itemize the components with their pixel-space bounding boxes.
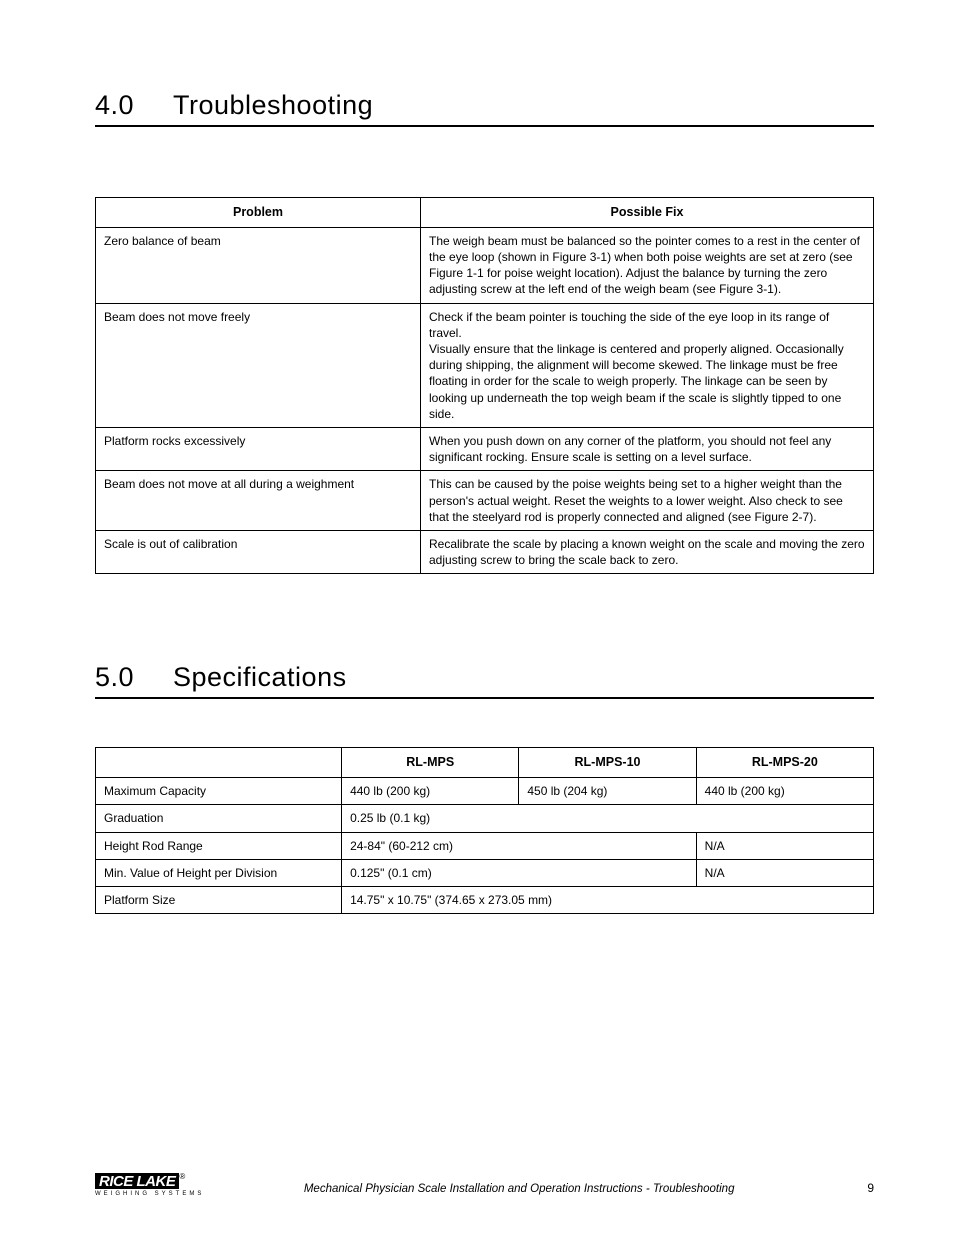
cell-problem: Zero balance of beam bbox=[96, 227, 421, 303]
table-header-row: Problem Possible Fix bbox=[96, 198, 874, 228]
registered-mark-icon: ® bbox=[179, 1172, 185, 1181]
table-header-row: RL-MPS RL-MPS-10 RL-MPS-20 bbox=[96, 748, 874, 778]
table-row: Platform rocks excessivelyWhen you push … bbox=[96, 427, 874, 470]
section-number: 5.0 bbox=[95, 662, 173, 693]
cell-spec-value: 0.125" (0.1 cm) bbox=[342, 859, 697, 886]
cell-spec-value: N/A bbox=[696, 832, 873, 859]
table-row: Beam does not move freelyCheck if the be… bbox=[96, 303, 874, 427]
cell-spec-value: N/A bbox=[696, 859, 873, 886]
cell-spec-label: Graduation bbox=[96, 805, 342, 832]
cell-problem: Scale is out of calibration bbox=[96, 530, 421, 573]
cell-fix: This can be caused by the poise weights … bbox=[421, 471, 874, 531]
cell-spec-value: 450 lb (204 kg) bbox=[519, 778, 696, 805]
col-header-model: RL-MPS-10 bbox=[519, 748, 696, 778]
col-header-problem: Problem bbox=[96, 198, 421, 228]
cell-spec-value: 0.25 lb (0.1 kg) bbox=[342, 805, 874, 832]
cell-fix: Check if the beam pointer is touching th… bbox=[421, 303, 874, 427]
cell-problem: Beam does not move at all during a weigh… bbox=[96, 471, 421, 531]
section-number: 4.0 bbox=[95, 90, 173, 121]
manual-page: 4.0Troubleshooting Problem Possible Fix … bbox=[0, 0, 954, 1235]
col-header-model: RL-MPS bbox=[342, 748, 519, 778]
cell-problem: Beam does not move freely bbox=[96, 303, 421, 427]
troubleshooting-table: Problem Possible Fix Zero balance of bea… bbox=[95, 197, 874, 574]
section-spacer bbox=[95, 574, 874, 662]
cell-spec-label: Platform Size bbox=[96, 886, 342, 913]
footer-doc-title: Mechanical Physician Scale Installation … bbox=[204, 1183, 834, 1197]
table-row: Platform Size14.75" x 10.75" (374.65 x 2… bbox=[96, 886, 874, 913]
table-row: Scale is out of calibrationRecalibrate t… bbox=[96, 530, 874, 573]
cell-fix: When you push down on any corner of the … bbox=[421, 427, 874, 470]
cell-fix: The weigh beam must be balanced so the p… bbox=[421, 227, 874, 303]
table-row: Min. Value of Height per Division0.125" … bbox=[96, 859, 874, 886]
table-row: Beam does not move at all during a weigh… bbox=[96, 471, 874, 531]
col-header-fix: Possible Fix bbox=[421, 198, 874, 228]
table-row: Height Rod Range24-84" (60-212 cm)N/A bbox=[96, 832, 874, 859]
section-rule bbox=[95, 697, 874, 699]
col-header-model: RL-MPS-20 bbox=[696, 748, 873, 778]
table-row: Maximum Capacity440 lb (200 kg)450 lb (2… bbox=[96, 778, 874, 805]
section-heading-specifications: 5.0Specifications bbox=[95, 662, 874, 693]
section-title: Troubleshooting bbox=[173, 90, 373, 120]
section-title: Specifications bbox=[173, 662, 347, 692]
table-row: Graduation0.25 lb (0.1 kg) bbox=[96, 805, 874, 832]
logo-main-text: RICE LAKE bbox=[95, 1173, 179, 1189]
section-rule bbox=[95, 125, 874, 127]
section-heading-troubleshooting: 4.0Troubleshooting bbox=[95, 90, 874, 121]
specifications-table: RL-MPS RL-MPS-10 RL-MPS-20 Maximum Capac… bbox=[95, 747, 874, 914]
cell-fix: Recalibrate the scale by placing a known… bbox=[421, 530, 874, 573]
cell-spec-label: Min. Value of Height per Division bbox=[96, 859, 342, 886]
cell-spec-value: 24-84" (60-212 cm) bbox=[342, 832, 697, 859]
table-row: Zero balance of beamThe weigh beam must … bbox=[96, 227, 874, 303]
col-header-blank bbox=[96, 748, 342, 778]
page-footer: RICE LAKE® WEIGHING SYSTEMS Mechanical P… bbox=[0, 1173, 954, 1197]
cell-spec-label: Maximum Capacity bbox=[96, 778, 342, 805]
page-number: 9 bbox=[834, 1181, 874, 1197]
cell-spec-value: 440 lb (200 kg) bbox=[342, 778, 519, 805]
logo-sub-text: WEIGHING SYSTEMS bbox=[95, 1191, 204, 1197]
cell-spec-value: 14.75" x 10.75" (374.65 x 273.05 mm) bbox=[342, 886, 874, 913]
cell-spec-value: 440 lb (200 kg) bbox=[696, 778, 873, 805]
cell-spec-label: Height Rod Range bbox=[96, 832, 342, 859]
cell-problem: Platform rocks excessively bbox=[96, 427, 421, 470]
company-logo: RICE LAKE® WEIGHING SYSTEMS bbox=[95, 1173, 204, 1197]
